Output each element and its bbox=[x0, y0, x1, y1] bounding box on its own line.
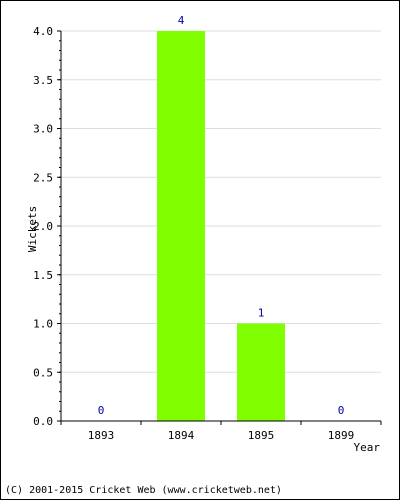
y-tick-label: 0.5 bbox=[33, 366, 53, 379]
y-tick-label: 1.5 bbox=[33, 269, 53, 282]
x-tick-label: 1893 bbox=[88, 429, 115, 442]
y-tick-label: 3.5 bbox=[33, 74, 53, 87]
y-tick-labels: 0.0 0.5 1.0 1.5 2.0 2.5 3.0 3.5 4.0 bbox=[33, 25, 53, 428]
y-axis-label: Wickets bbox=[26, 206, 39, 252]
x-tick-label: 1894 bbox=[168, 429, 195, 442]
bars bbox=[157, 31, 285, 421]
x-axis-label: Year bbox=[354, 441, 381, 454]
x-tick-label: 1895 bbox=[248, 429, 275, 442]
y-tick-label: 3.0 bbox=[33, 123, 53, 136]
x-tick-labels: 1893 1894 1895 1899 bbox=[88, 429, 355, 442]
y-tick-label: 2.5 bbox=[33, 171, 53, 184]
copyright-footer: (C) 2001-2015 Cricket Web (www.cricketwe… bbox=[5, 485, 282, 496]
data-label: 1 bbox=[258, 307, 265, 320]
gridlines bbox=[61, 30, 381, 373]
y-tick-label: 2.0 bbox=[33, 220, 53, 233]
data-label: 0 bbox=[98, 404, 105, 417]
y-tick-label: 0.0 bbox=[33, 415, 53, 428]
bar bbox=[237, 323, 285, 421]
y-tick-label: 4.0 bbox=[33, 25, 53, 38]
x-tick-label: 1899 bbox=[328, 429, 355, 442]
data-label: 0 bbox=[338, 404, 345, 417]
y-tick-label: 1.0 bbox=[33, 318, 53, 331]
data-label: 4 bbox=[178, 14, 185, 27]
bar bbox=[157, 31, 205, 421]
axes bbox=[57, 30, 382, 425]
data-labels: 0 4 1 0 bbox=[98, 14, 345, 417]
